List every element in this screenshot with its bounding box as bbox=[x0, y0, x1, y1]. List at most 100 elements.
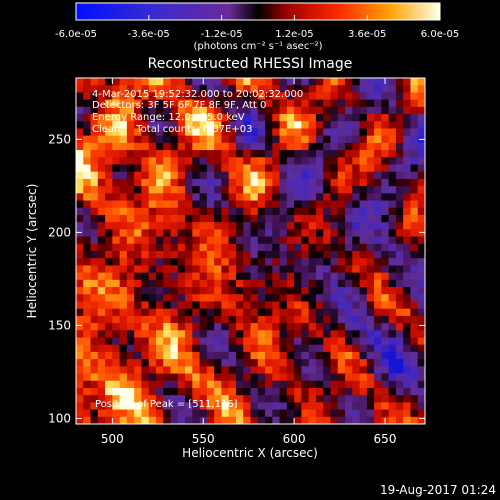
heatmap-cell bbox=[257, 114, 266, 122]
heatmap-cell bbox=[206, 128, 215, 137]
heatmap-cell bbox=[119, 142, 128, 151]
heatmap-cell bbox=[265, 265, 273, 274]
heatmap-cell bbox=[286, 207, 295, 216]
heatmap-cell bbox=[294, 229, 302, 237]
heatmap-cell bbox=[359, 236, 368, 245]
heatmap-cell bbox=[388, 265, 397, 274]
heatmap-cell bbox=[352, 142, 360, 151]
heatmap-cell bbox=[141, 272, 150, 281]
heatmap-cell bbox=[214, 402, 222, 410]
heatmap-cell bbox=[90, 395, 99, 403]
heatmap-cell bbox=[235, 164, 244, 173]
heatmap-cell bbox=[112, 258, 121, 266]
heatmap-cell bbox=[97, 366, 106, 374]
heatmap-cell bbox=[279, 200, 288, 209]
heatmap-cell bbox=[214, 301, 222, 310]
heatmap-cell bbox=[97, 315, 106, 324]
heatmap-cell bbox=[265, 236, 273, 245]
heatmap-cell bbox=[286, 243, 295, 252]
heatmap-cell bbox=[410, 258, 419, 266]
heatmap-cell bbox=[294, 402, 302, 410]
heatmap-cell bbox=[185, 330, 193, 338]
heatmap-cell bbox=[279, 344, 288, 353]
heatmap-cell bbox=[359, 128, 368, 137]
heatmap-cell bbox=[294, 135, 302, 144]
heatmap-cell bbox=[83, 171, 91, 180]
heatmap-cell bbox=[374, 214, 382, 223]
heatmap-cell bbox=[315, 287, 324, 295]
heatmap-cell bbox=[308, 409, 317, 418]
heatmap-cell bbox=[192, 99, 200, 108]
heatmap-cell bbox=[243, 99, 251, 108]
heatmap-cell bbox=[417, 272, 425, 281]
heatmap-cell bbox=[177, 121, 186, 129]
heatmap-cell bbox=[294, 287, 302, 295]
heatmap-cell bbox=[155, 214, 164, 223]
heatmap-cell bbox=[272, 236, 280, 245]
heatmap-cell bbox=[148, 402, 157, 410]
heatmap-cell bbox=[250, 409, 259, 418]
heatmap-cell bbox=[134, 402, 142, 410]
heatmap-cell bbox=[359, 121, 368, 129]
heatmap-cell bbox=[330, 409, 339, 418]
heatmap-cell bbox=[105, 359, 113, 367]
heatmap-cell bbox=[155, 344, 164, 353]
heatmap-cell bbox=[97, 279, 106, 288]
heatmap-cell bbox=[294, 366, 302, 374]
heatmap-cell bbox=[76, 387, 84, 396]
heatmap-cell bbox=[83, 200, 91, 209]
heatmap-cell bbox=[221, 193, 230, 201]
heatmap-cell bbox=[83, 373, 91, 382]
heatmap-cell bbox=[301, 359, 310, 367]
heatmap-cell bbox=[308, 142, 317, 151]
heatmap-cell bbox=[243, 272, 251, 281]
heatmap-cell bbox=[134, 315, 142, 324]
heatmap-cell bbox=[148, 99, 157, 108]
heatmap-cell bbox=[272, 359, 280, 367]
heatmap-cell bbox=[83, 294, 91, 302]
heatmap-cell bbox=[250, 251, 259, 259]
heatmap-cell bbox=[141, 337, 150, 346]
heatmap-cell bbox=[76, 301, 84, 310]
heatmap-cell bbox=[206, 193, 215, 201]
heatmap-cell bbox=[272, 366, 280, 374]
heatmap-cell bbox=[170, 265, 179, 274]
heatmap-cell bbox=[395, 258, 404, 266]
heatmap-cell bbox=[97, 207, 106, 216]
heatmap-cell bbox=[112, 265, 121, 274]
heatmap-cell bbox=[228, 92, 237, 101]
heatmap-cell bbox=[403, 229, 411, 237]
heatmap-cell bbox=[199, 337, 208, 346]
heatmap-cell bbox=[272, 200, 280, 209]
heatmap-cell bbox=[345, 207, 353, 216]
heatmap-cell bbox=[257, 359, 266, 367]
heatmap-cell bbox=[228, 186, 237, 194]
colorbar-tick-label: 3.6e-05 bbox=[348, 29, 386, 40]
heatmap-cell bbox=[126, 387, 135, 396]
heatmap-cell bbox=[286, 366, 295, 374]
heatmap-cell bbox=[243, 373, 251, 382]
heatmap-cell bbox=[403, 214, 411, 223]
heatmap-cell bbox=[301, 287, 310, 295]
heatmap-cell bbox=[381, 294, 390, 302]
heatmap-cell bbox=[83, 308, 91, 317]
heatmap-cell bbox=[155, 258, 164, 266]
heatmap-cell bbox=[90, 366, 99, 374]
heatmap-cell bbox=[177, 344, 186, 353]
heatmap-cell bbox=[119, 315, 128, 324]
heatmap-cell bbox=[294, 99, 302, 108]
heatmap-cell bbox=[206, 142, 215, 151]
heatmap-cell bbox=[345, 272, 353, 281]
heatmap-cell bbox=[403, 351, 411, 360]
heatmap-cell bbox=[134, 171, 142, 180]
heatmap-cell bbox=[250, 128, 259, 137]
heatmap-cell bbox=[235, 157, 244, 165]
heatmap-cell bbox=[359, 178, 368, 187]
heatmap-cell bbox=[395, 308, 404, 317]
heatmap-cell bbox=[214, 85, 222, 93]
heatmap-cell bbox=[366, 251, 375, 259]
heatmap-cell bbox=[330, 99, 339, 108]
heatmap-cell bbox=[192, 186, 200, 194]
heatmap-cell bbox=[301, 351, 310, 360]
heatmap-cell bbox=[395, 265, 404, 274]
